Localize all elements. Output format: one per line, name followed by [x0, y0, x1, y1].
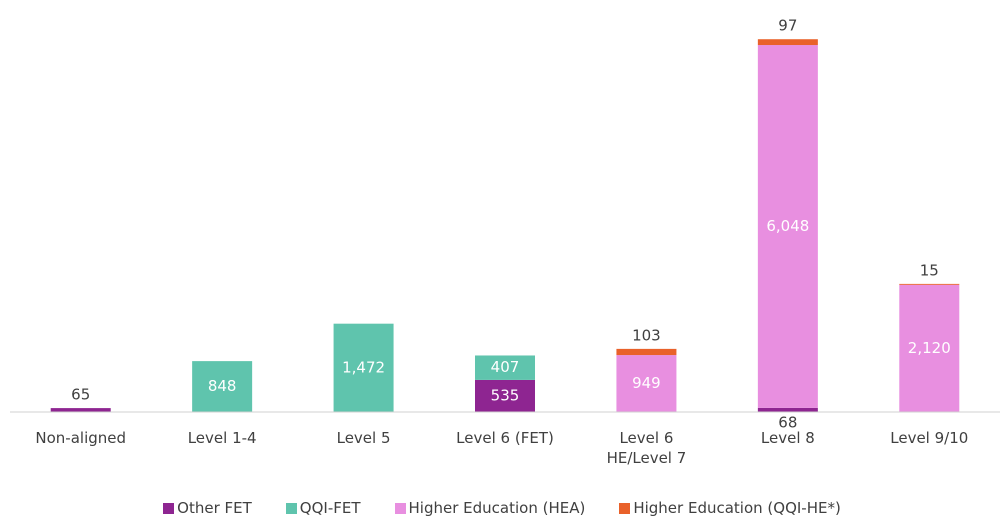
- legend-swatch: [163, 502, 175, 514]
- legend-label: Higher Education (HEA): [408, 499, 586, 517]
- x-tick-label: Non-aligned: [35, 429, 127, 447]
- legend-item: QQI-FET: [285, 498, 361, 518]
- legend-item: Higher Education (QQI-HE*): [619, 498, 841, 518]
- x-tick-label: Level 1-4: [187, 429, 257, 447]
- data-label: 2,120: [908, 339, 951, 357]
- data-label: 535: [491, 386, 520, 404]
- bar-segment: [192, 361, 253, 412]
- data-label: 6,048: [766, 217, 809, 235]
- bar-segment: [757, 407, 818, 412]
- legend-label: QQI-FET: [299, 499, 361, 517]
- bar-segment: [899, 283, 960, 285]
- legend-swatch: [619, 502, 631, 514]
- legend: Other FET QQI-FET Higher Education (HEA) Hi…: [0, 498, 1004, 518]
- legend-label: Other FET: [177, 499, 252, 517]
- data-label: 1,472: [342, 358, 385, 376]
- x-tick-label: Level 9/10: [890, 429, 969, 447]
- x-tick-label: Level 6 HE/Level 7: [606, 429, 687, 467]
- bar-segment: [616, 348, 677, 356]
- data-label: 65: [71, 386, 90, 404]
- data-label: 949: [632, 374, 661, 392]
- legend-item: Higher Education (HEA): [394, 498, 586, 518]
- x-tick-label: Level 6 (FET): [456, 429, 554, 447]
- bar-segment: [475, 355, 535, 380]
- data-label: 407: [491, 358, 520, 376]
- bar-segment: [50, 408, 111, 412]
- legend-item: Other FET: [163, 498, 252, 518]
- x-tick-label: Level 8: [760, 429, 815, 447]
- legend-label: Higher Education (QQI-HE*): [633, 499, 841, 517]
- legend-swatch: [285, 502, 297, 514]
- data-label: 97: [778, 17, 797, 35]
- bar-segment: [475, 379, 535, 412]
- bar-segment: [616, 355, 677, 412]
- bar-segment: [757, 39, 818, 46]
- data-label: 848: [208, 377, 237, 395]
- bar-segment: [757, 45, 818, 408]
- data-label: 15: [920, 261, 939, 279]
- bar-segment: [899, 284, 960, 412]
- x-tick-label: Level 5: [336, 429, 391, 447]
- bar-segment: [333, 323, 394, 412]
- data-label: 103: [632, 326, 661, 344]
- data-label: 68: [778, 414, 797, 432]
- legend-swatch: [394, 502, 406, 514]
